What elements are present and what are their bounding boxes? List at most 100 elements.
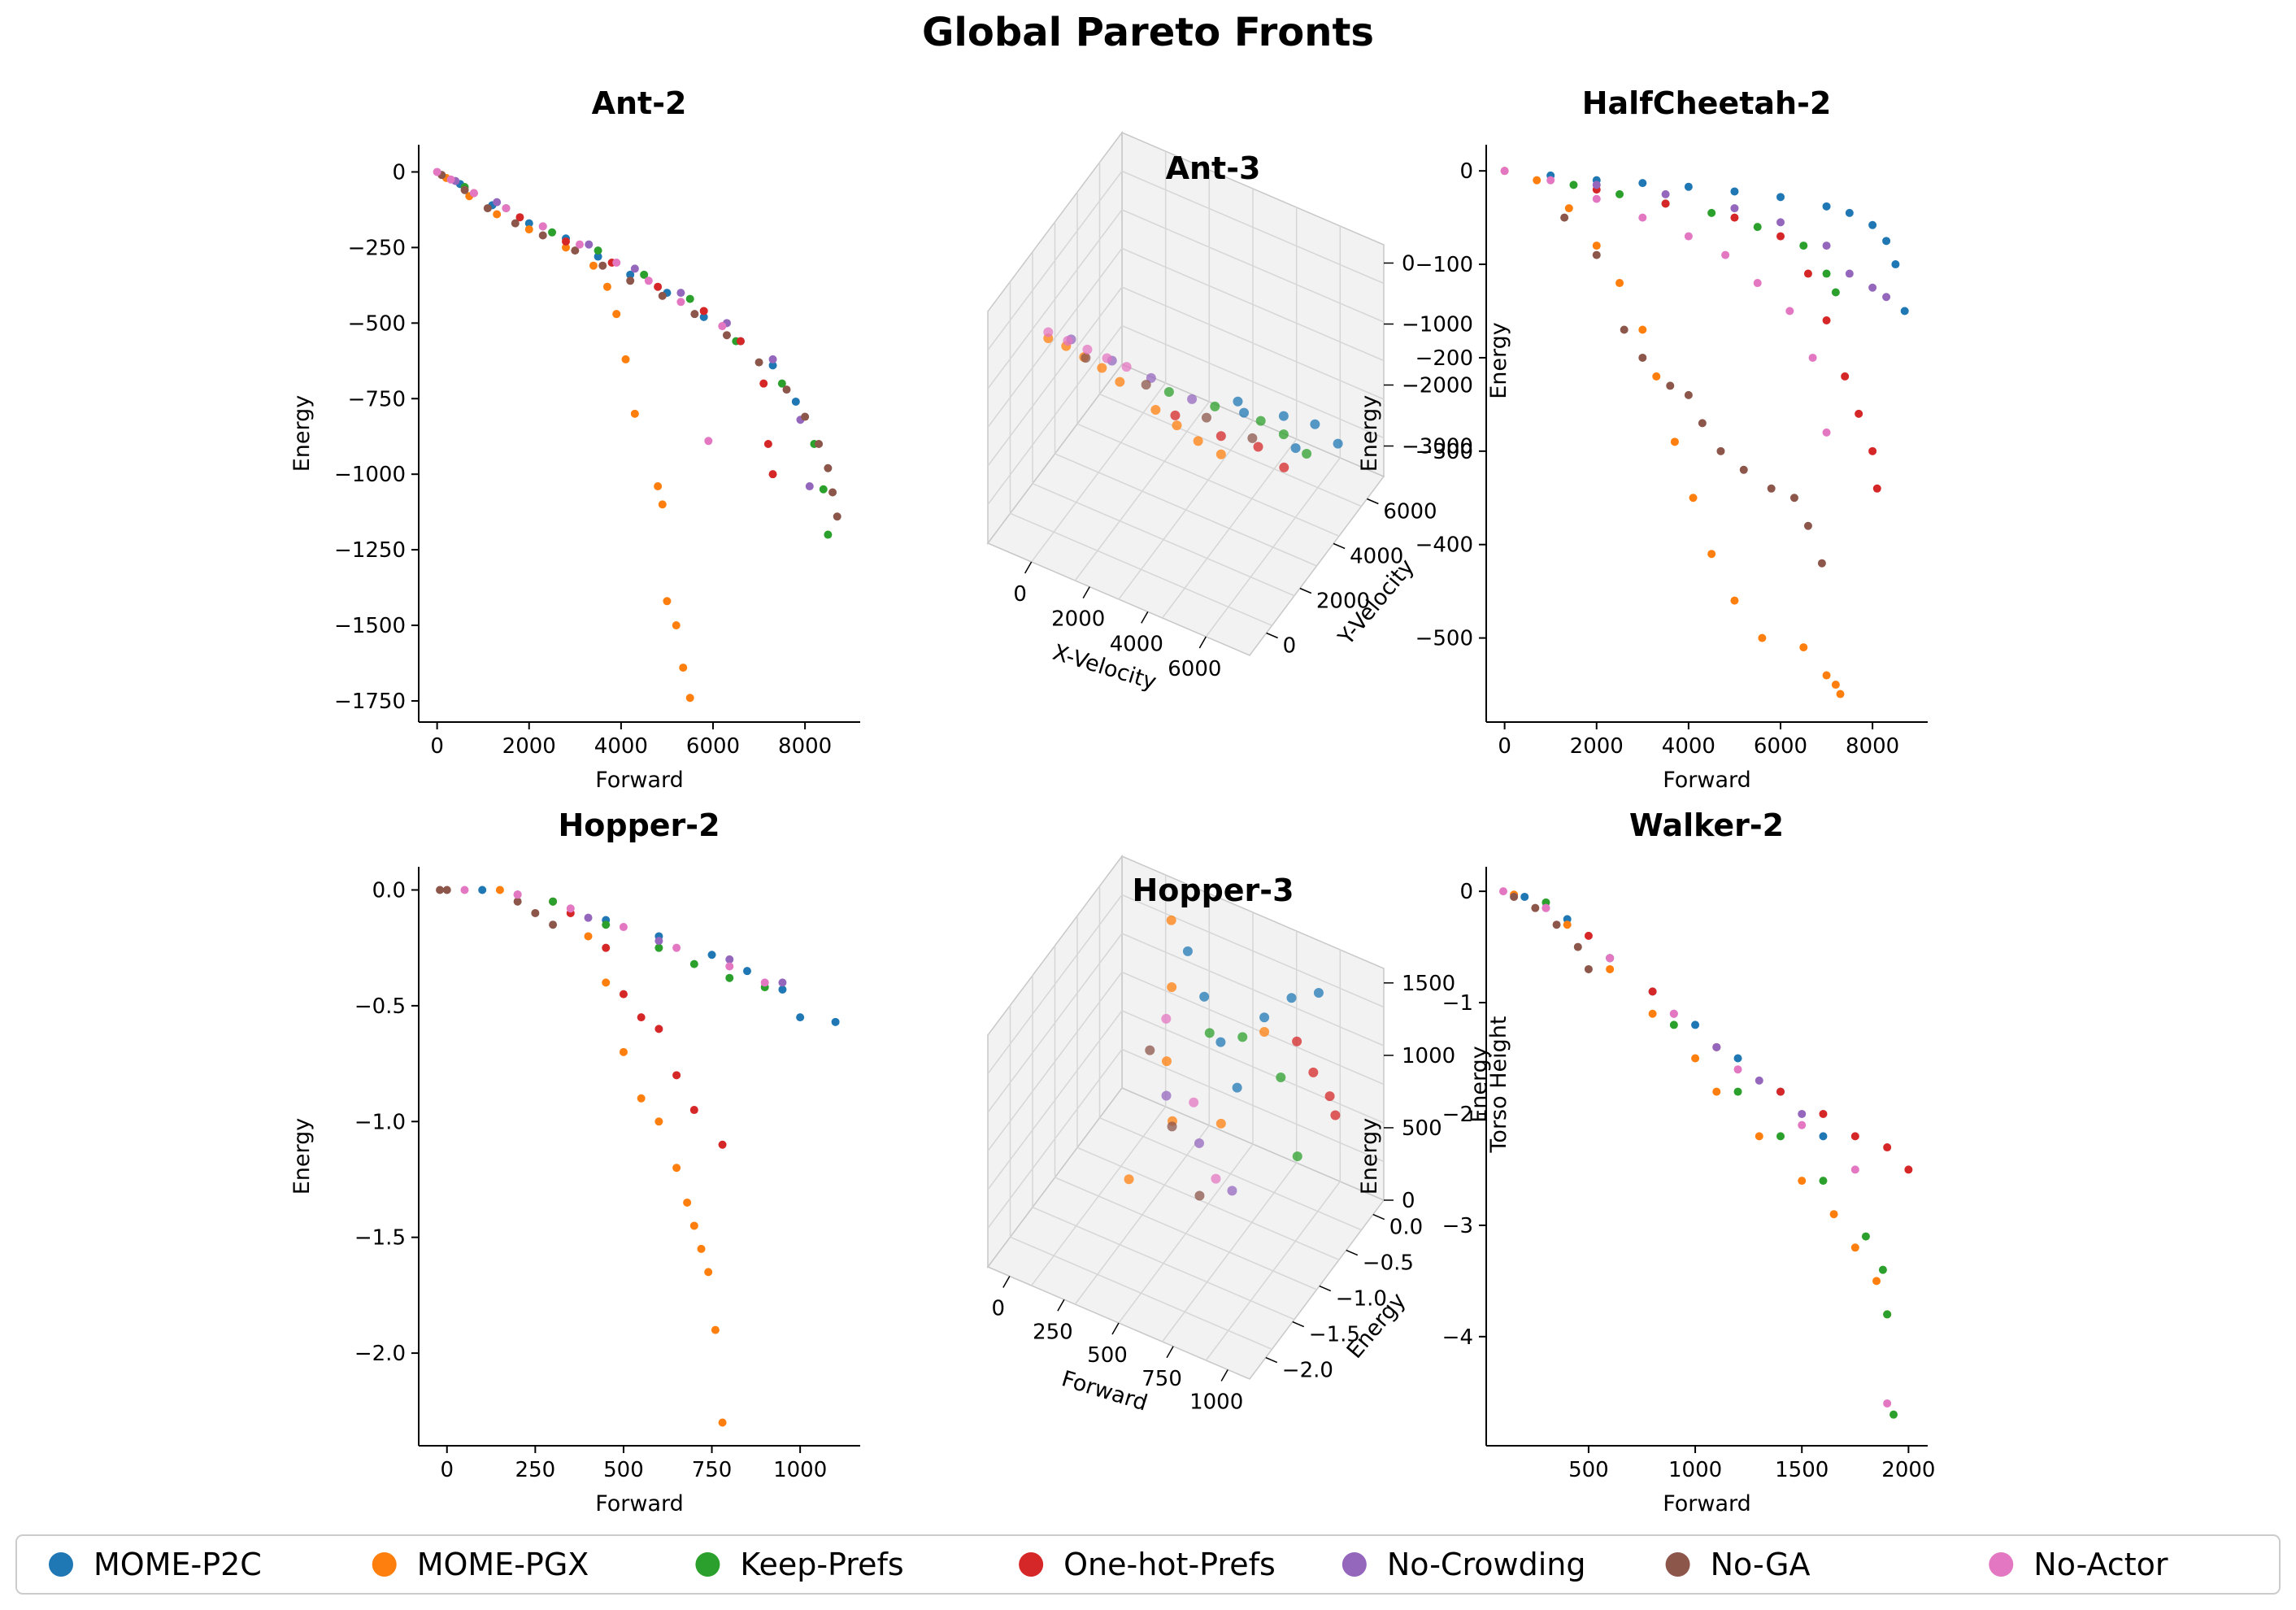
data-point (654, 937, 663, 946)
data-point (1546, 176, 1555, 185)
series-keep-prefs (549, 897, 769, 992)
data-point (801, 412, 810, 421)
data-point (1081, 353, 1091, 363)
series-no-crowding (1161, 1090, 1237, 1196)
series-no-actor (433, 168, 727, 446)
series-no-actor (1500, 167, 1831, 437)
data-point (1193, 436, 1203, 446)
series-one-hot-prefs (469, 189, 777, 479)
data-point (725, 973, 734, 982)
data-point (612, 258, 621, 267)
x-tick-label: 0 (992, 1297, 1006, 1321)
data-point (1776, 1132, 1785, 1141)
data-point (460, 185, 469, 194)
data-point (1730, 204, 1739, 213)
y-tick (1299, 587, 1312, 594)
data-point (562, 237, 570, 246)
data-point (1097, 363, 1107, 373)
data-point (1563, 915, 1572, 924)
data-point (1845, 208, 1854, 217)
data-point (1661, 199, 1670, 208)
data-point (1170, 410, 1181, 420)
x-tick-label: 0 (430, 734, 444, 759)
data-point (1161, 1090, 1172, 1101)
data-point (1500, 167, 1509, 176)
data-point (689, 959, 698, 968)
legend-marker (1665, 1552, 1690, 1577)
data-point (1620, 325, 1629, 334)
data-point (1733, 1087, 1742, 1096)
legend-label: No-Crowding (1387, 1547, 1586, 1582)
x-axis-label: Forward (1663, 1491, 1751, 1516)
data-point (1666, 381, 1675, 390)
data-point (1189, 1097, 1199, 1107)
data-point (1292, 1036, 1302, 1046)
data-point (1215, 431, 1226, 442)
data-point (1124, 1174, 1134, 1185)
data-point (1290, 443, 1301, 454)
data-point (685, 294, 694, 303)
data-point (1817, 559, 1826, 568)
data-point (1102, 353, 1112, 363)
data-point (1872, 484, 1881, 493)
data-point (760, 978, 769, 987)
data-point (495, 886, 504, 894)
data-point (1836, 690, 1845, 698)
series-mome-p2c (1233, 396, 1343, 454)
data-point (1606, 964, 1615, 973)
data-point (1063, 336, 1073, 346)
data-point (1302, 449, 1312, 459)
data-point (1753, 279, 1762, 288)
data-point (1652, 372, 1661, 381)
data-point (1333, 438, 1343, 449)
data-point (483, 204, 492, 213)
data-point (1730, 213, 1739, 222)
data-point (824, 463, 833, 472)
data-point (621, 355, 630, 363)
data-point (1199, 991, 1210, 1002)
data-point (562, 243, 570, 252)
series-no-ga (1081, 353, 1258, 443)
data-point (697, 1244, 706, 1253)
data-point (1310, 419, 1320, 429)
data-point (1891, 260, 1900, 269)
data-point (513, 890, 522, 899)
data-point (524, 219, 533, 228)
x-tick-label: 1000 (1189, 1390, 1243, 1415)
data-point (531, 908, 540, 917)
data-point (571, 246, 580, 255)
data-point (1584, 964, 1593, 973)
y-tick (1265, 1356, 1278, 1364)
series-mome-pgx (441, 173, 694, 703)
series-one-hot-prefs (1170, 410, 1289, 472)
data-point (1707, 208, 1716, 217)
data-point (1615, 279, 1624, 288)
z-tick-label: −1000 (1402, 313, 1473, 337)
data-point (644, 276, 653, 285)
grid-line (1099, 393, 1362, 507)
x-tick (1166, 1346, 1174, 1359)
x-tick-label: 500 (1568, 1458, 1609, 1482)
data-point (1239, 407, 1250, 418)
data-point (602, 943, 611, 952)
data-point (768, 470, 777, 479)
data-point (658, 291, 667, 300)
legend-item: One-hot-Prefs (1019, 1547, 1276, 1582)
data-point (1758, 633, 1767, 642)
y-tick-label: 0 (1459, 159, 1473, 184)
series-no-actor (460, 886, 769, 987)
data-point (1882, 237, 1891, 246)
data-point (513, 897, 522, 906)
y-tick (1333, 542, 1346, 550)
series-keep-prefs (1542, 898, 1898, 1419)
data-point (711, 1325, 720, 1334)
data-point (493, 198, 502, 207)
series-no-ga (1145, 1045, 1205, 1201)
data-point (436, 886, 445, 894)
data-point (679, 664, 688, 672)
legend-item: No-Actor (1989, 1547, 2168, 1582)
data-point (1308, 1067, 1319, 1077)
data-point (446, 175, 455, 184)
data-point (1767, 484, 1776, 493)
data-point (725, 962, 734, 971)
